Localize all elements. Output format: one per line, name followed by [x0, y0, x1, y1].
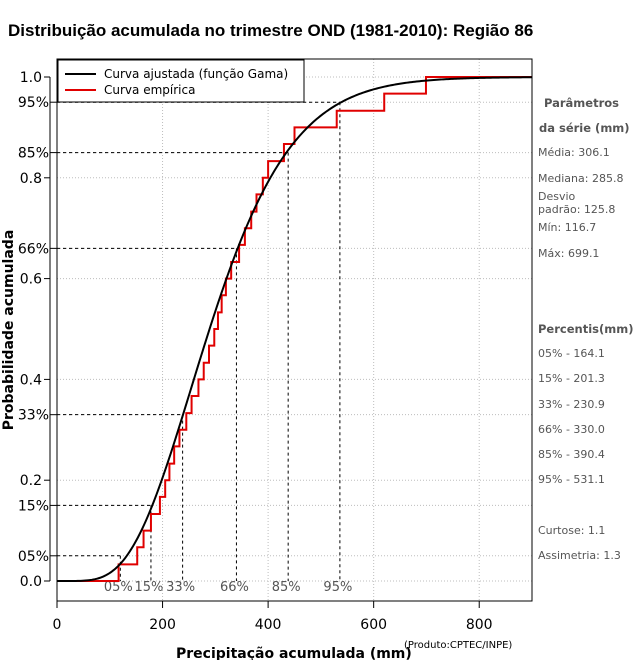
- series-fitted-line: [57, 76, 533, 582]
- legend: Curva ajustada (função Gama) Curva empír…: [57, 59, 305, 103]
- percentil-85: 85% - 390.4: [538, 448, 605, 461]
- x-tick-label: 0: [53, 617, 62, 633]
- stat-max: Máx: 699.1: [538, 247, 600, 260]
- percentil-66: 66% - 330.0: [538, 423, 605, 436]
- percentile-y-label: 05%: [18, 549, 49, 565]
- stat-assimetria: Assimetria: 1.3: [538, 549, 621, 562]
- percentile-y-label: 95%: [18, 95, 49, 111]
- legend-label-empirical: Curva empírica: [104, 83, 195, 97]
- percentil-15: 15% - 201.3: [538, 372, 605, 385]
- legend-label-fitted: Curva ajustada (função Gama): [104, 67, 288, 81]
- percentile-x-label: 05%: [104, 580, 133, 595]
- series-empirical-line: [57, 76, 532, 582]
- y-tick-label: 0.2: [20, 473, 42, 489]
- percentile-y-label: 15%: [18, 498, 49, 514]
- x-tick-label: 600: [360, 617, 387, 633]
- product-credit: (Produto:CPTEC/INPE): [404, 640, 513, 651]
- percentis-title: Percentis(mm): [538, 322, 634, 336]
- percentile-guides: 05% 15% 33% 66% 85% 95%: [57, 101, 352, 595]
- stat-mediana: Mediana: 285.8: [538, 172, 624, 185]
- legend-box: [57, 59, 305, 103]
- series-group: [57, 76, 533, 582]
- percentile-x-label: 85%: [272, 580, 301, 595]
- percentile-x-label: 95%: [323, 580, 352, 595]
- plot-frame: [56, 58, 533, 602]
- params-title-1: Parâmetros: [544, 96, 620, 110]
- y-tick-label: 0.6: [20, 272, 42, 288]
- percentile-y-label: 33%: [18, 408, 49, 424]
- stat-desvio-1: Desvio: [538, 190, 576, 203]
- percentile-x-label: 15%: [134, 580, 163, 595]
- percentil-05: 05% - 164.1: [538, 347, 605, 360]
- stat-curtose: Curtose: 1.1: [538, 524, 606, 537]
- percentile-x-label: 33%: [166, 580, 195, 595]
- x-tick-label: 400: [255, 617, 282, 633]
- percentile-y-label: 85%: [18, 146, 49, 162]
- percentil-33: 33% - 230.9: [538, 398, 605, 411]
- x-axis-label: Precipitação acumulada (mm): [176, 646, 412, 660]
- chart-title: Distribuição acumulada no trimestre OND …: [8, 21, 533, 40]
- stat-desvio-2: padrão: 125.8: [538, 203, 616, 216]
- x-tick-label: 200: [149, 617, 176, 633]
- y-tick-label: 1.0: [20, 70, 42, 86]
- percentile-y-label: 66%: [18, 241, 49, 257]
- y-tick-label: 0.4: [20, 372, 42, 388]
- y-tick-label: 0.0: [20, 574, 42, 590]
- percentil-95: 95% - 531.1: [538, 473, 605, 486]
- y-axis-label: Probabilidade acumulada: [1, 230, 17, 431]
- axes-group: 0.00.20.40.60.81.005%15%33%66%85%95%0 200…: [18, 70, 493, 633]
- x-tick-label: 800: [466, 617, 493, 633]
- percentile-x-label: 66%: [220, 580, 249, 595]
- stat-min: Mín: 116.7: [538, 221, 597, 234]
- params-title-2: da série (mm): [539, 121, 630, 135]
- y-tick-label: 0.8: [20, 171, 42, 187]
- stat-media: Média: 306.1: [538, 146, 610, 159]
